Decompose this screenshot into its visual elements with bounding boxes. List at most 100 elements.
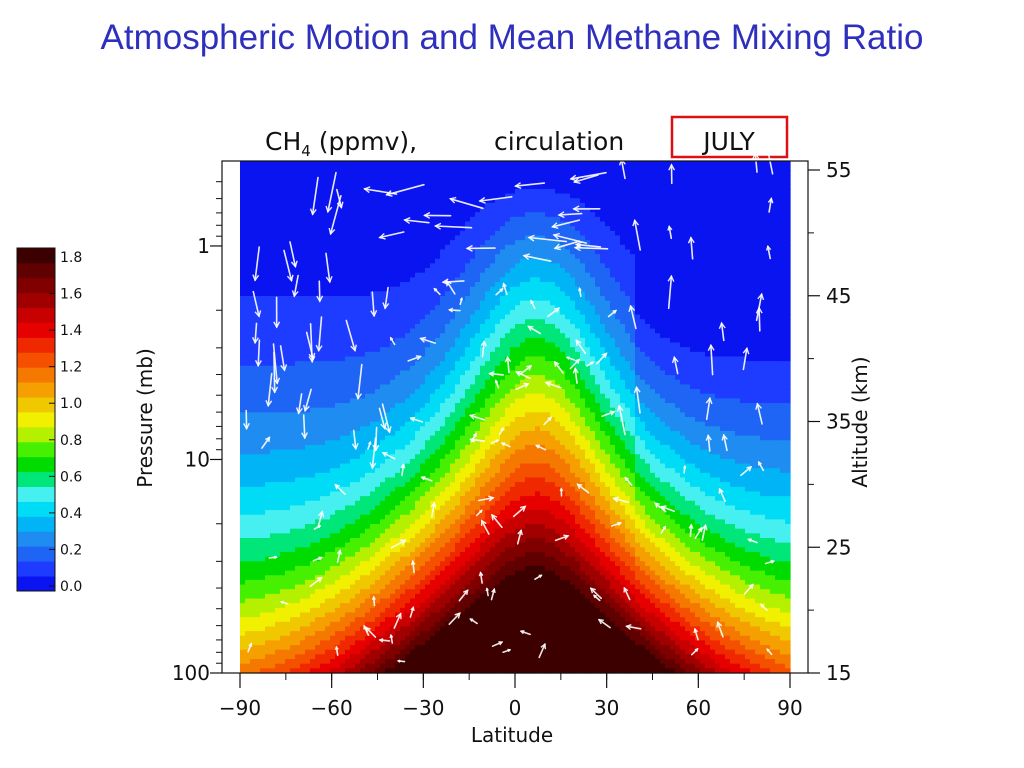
field-cell	[480, 230, 486, 237]
field-cell	[530, 337, 536, 344]
field-cell	[745, 179, 751, 185]
field-cell	[290, 258, 296, 264]
field-cell	[265, 337, 271, 344]
field-cell	[600, 314, 606, 320]
field-cell	[770, 347, 776, 353]
field-cell	[240, 240, 246, 246]
field-cell	[555, 272, 561, 278]
field-cell	[585, 165, 591, 171]
field-cell	[755, 161, 761, 167]
field-cell	[245, 212, 251, 218]
field-cell	[680, 207, 686, 213]
field-cell	[555, 286, 561, 292]
field-cell	[255, 282, 261, 288]
field-cell	[645, 179, 651, 185]
field-cell	[680, 309, 686, 316]
field-cell	[575, 328, 581, 334]
field-cell	[465, 314, 471, 320]
field-cell	[760, 333, 766, 339]
field-cell	[275, 170, 281, 176]
field-cell	[745, 170, 751, 176]
field-cell	[710, 282, 716, 288]
field-cell	[495, 174, 501, 181]
field-cell	[325, 244, 331, 251]
field-cell	[495, 277, 501, 283]
field-cell	[525, 319, 531, 325]
field-cell	[420, 300, 426, 306]
field-cell	[715, 323, 721, 330]
field-cell	[285, 337, 291, 344]
field-cell	[500, 347, 506, 353]
field-cell	[635, 347, 641, 353]
field-cell	[580, 216, 586, 223]
field-cell	[455, 165, 461, 171]
field-cell	[620, 221, 626, 227]
field-cell	[310, 361, 316, 367]
field-cell	[450, 351, 456, 358]
field-cell	[645, 309, 651, 316]
field-cell	[680, 170, 686, 176]
field-cell	[280, 347, 286, 353]
field-cell	[695, 170, 701, 176]
field-cell	[335, 198, 341, 204]
field-cell	[710, 165, 716, 171]
field-cell	[400, 230, 406, 237]
field-cell	[360, 337, 366, 344]
field-cell	[255, 240, 261, 246]
field-cell	[435, 356, 441, 362]
field-cell	[560, 286, 566, 292]
field-cell	[280, 305, 286, 311]
field-cell	[500, 319, 506, 325]
field-cell	[765, 165, 771, 171]
field-cell	[335, 286, 341, 292]
field-cell	[545, 300, 551, 306]
field-cell	[715, 202, 721, 209]
field-cell	[325, 365, 331, 372]
field-cell	[435, 342, 441, 348]
field-cell	[470, 342, 476, 348]
field-cell	[720, 282, 726, 288]
field-cell	[670, 212, 676, 218]
field-cell	[530, 184, 536, 190]
field-cell	[330, 342, 336, 348]
field-cell	[605, 226, 611, 232]
field-cell	[390, 249, 396, 255]
field-cell	[470, 305, 476, 311]
field-cell	[325, 351, 331, 358]
field-cell	[560, 319, 566, 325]
field-cell	[440, 314, 446, 320]
field-cell	[775, 212, 781, 218]
field-cell	[545, 221, 551, 227]
field-cell	[240, 361, 246, 367]
field-cell	[455, 342, 461, 348]
field-cell	[745, 277, 751, 283]
field-cell	[670, 202, 676, 209]
field-cell	[685, 337, 691, 344]
field-cell	[530, 305, 536, 311]
field-cell	[725, 263, 731, 269]
field-cell	[425, 161, 431, 167]
field-cell	[430, 328, 436, 334]
field-cell	[380, 226, 386, 232]
field-cell	[350, 193, 356, 199]
field-cell	[635, 216, 641, 223]
field-cell	[550, 328, 556, 334]
field-cell	[720, 212, 726, 218]
field-cell	[320, 188, 326, 195]
field-cell	[670, 272, 676, 278]
field-cell	[475, 212, 481, 218]
field-cell	[635, 365, 641, 372]
field-cell	[775, 170, 781, 176]
field-cell	[385, 249, 391, 255]
field-cell	[375, 230, 381, 237]
field-cell	[515, 161, 521, 167]
field-cell	[710, 328, 716, 334]
field-cell	[270, 235, 276, 241]
field-cell	[605, 300, 611, 306]
field-cell	[340, 263, 346, 269]
field-cell	[405, 161, 411, 167]
field-cell	[245, 351, 251, 358]
field-cell	[320, 212, 326, 218]
field-cell	[465, 295, 471, 302]
field-cell	[715, 268, 721, 274]
